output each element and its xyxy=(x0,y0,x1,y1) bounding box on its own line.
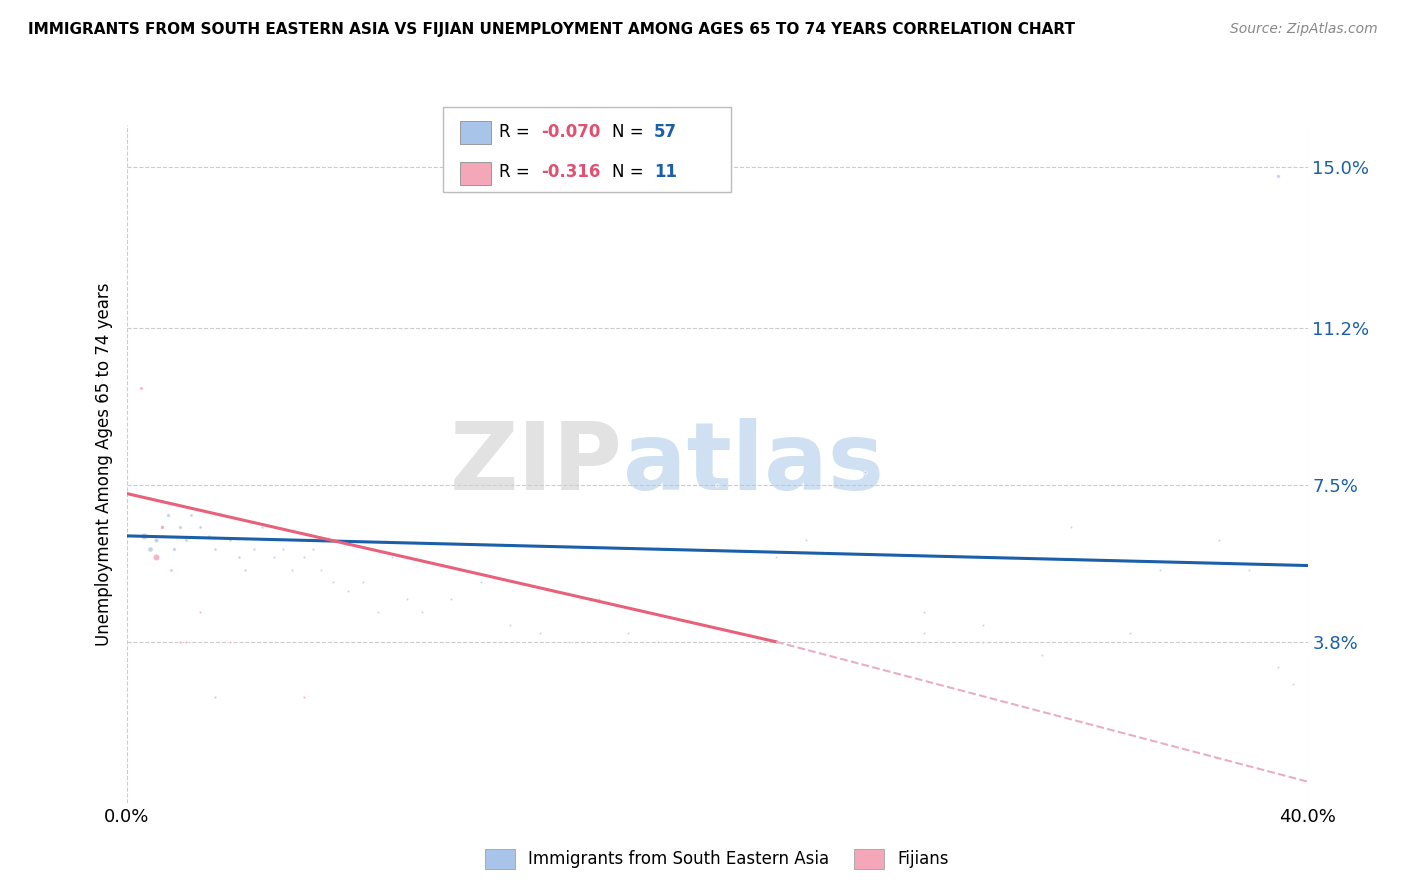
Point xyxy=(219,533,242,548)
Point xyxy=(163,541,186,556)
Point xyxy=(647,635,669,649)
Point xyxy=(139,491,162,505)
Text: IMMIGRANTS FROM SOUTH EASTERN ASIA VS FIJIAN UNEMPLOYMENT AMONG AGES 65 TO 74 YE: IMMIGRANTS FROM SOUTH EASTERN ASIA VS FI… xyxy=(28,22,1076,37)
Point xyxy=(1282,677,1305,691)
Point xyxy=(145,549,167,565)
Point xyxy=(1001,549,1024,565)
Point xyxy=(617,626,640,640)
Point xyxy=(150,520,173,534)
Point xyxy=(198,529,221,543)
Point xyxy=(174,533,197,548)
Text: N =: N = xyxy=(612,122,648,141)
Point xyxy=(159,563,183,577)
Point xyxy=(228,549,250,565)
Text: 57: 57 xyxy=(654,122,676,141)
Point xyxy=(1267,660,1289,674)
Point xyxy=(188,520,211,534)
Point xyxy=(188,605,211,619)
Point xyxy=(396,592,419,607)
Point xyxy=(242,541,264,556)
Text: ZIP: ZIP xyxy=(450,417,623,510)
Point xyxy=(853,466,876,480)
Point xyxy=(440,592,463,607)
Point xyxy=(972,617,994,632)
Point xyxy=(292,690,315,704)
Point xyxy=(150,520,173,534)
Point xyxy=(219,635,242,649)
Point xyxy=(209,508,232,522)
Point xyxy=(271,541,294,556)
Point xyxy=(169,520,191,534)
Point xyxy=(912,626,935,640)
Point xyxy=(169,635,191,649)
Point xyxy=(499,617,522,632)
Point xyxy=(1237,563,1260,577)
Point xyxy=(322,575,344,590)
Point xyxy=(180,508,202,522)
Point xyxy=(252,520,274,534)
Point xyxy=(706,478,728,492)
Point xyxy=(972,635,994,649)
Point xyxy=(1149,563,1171,577)
Point xyxy=(301,541,323,556)
Point xyxy=(129,381,153,395)
Point xyxy=(1208,533,1230,548)
Point xyxy=(411,605,433,619)
Text: R =: R = xyxy=(499,163,536,181)
Point xyxy=(912,605,935,619)
Point xyxy=(174,635,197,649)
Point xyxy=(145,533,167,548)
Legend: Immigrants from South Eastern Asia, Fijians: Immigrants from South Eastern Asia, Fiji… xyxy=(478,842,956,876)
Point xyxy=(588,592,610,607)
Point xyxy=(529,626,551,640)
Point xyxy=(1060,520,1083,534)
Point xyxy=(156,508,179,522)
Point xyxy=(765,549,787,565)
Point xyxy=(558,635,581,649)
Point xyxy=(292,549,315,565)
Text: 11: 11 xyxy=(654,163,676,181)
Text: -0.070: -0.070 xyxy=(541,122,600,141)
Point xyxy=(204,690,226,704)
Point xyxy=(204,541,226,556)
Text: atlas: atlas xyxy=(623,417,883,510)
Point xyxy=(470,575,492,590)
Point xyxy=(281,563,304,577)
Point xyxy=(337,584,360,599)
Point xyxy=(1031,648,1053,662)
Text: -0.316: -0.316 xyxy=(541,163,600,181)
Text: Source: ZipAtlas.com: Source: ZipAtlas.com xyxy=(1230,22,1378,37)
Text: N =: N = xyxy=(612,163,648,181)
Y-axis label: Unemployment Among Ages 65 to 74 years: Unemployment Among Ages 65 to 74 years xyxy=(94,282,112,646)
Point xyxy=(134,529,156,543)
Point xyxy=(366,605,388,619)
Point xyxy=(1267,169,1289,183)
Point xyxy=(139,541,162,556)
Point xyxy=(381,549,404,565)
Point xyxy=(352,575,374,590)
Point xyxy=(794,533,817,548)
Point xyxy=(263,549,285,565)
Point xyxy=(311,563,333,577)
Point xyxy=(233,563,256,577)
Point xyxy=(1119,626,1142,640)
Text: R =: R = xyxy=(499,122,536,141)
